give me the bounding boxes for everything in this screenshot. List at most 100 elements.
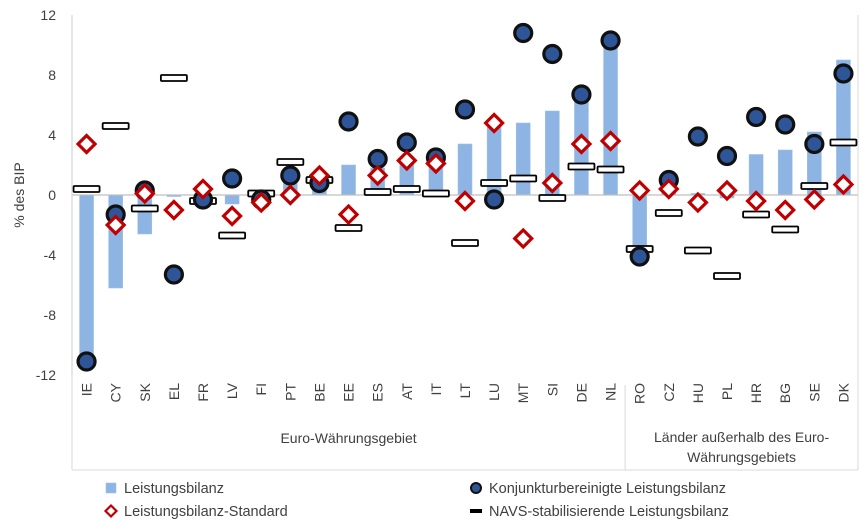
navs-marker-lv [218,231,247,240]
navs-marker-at [392,185,421,193]
x-tick-hu: HU [690,383,706,403]
y-tick-label: 8 [48,67,56,83]
cyclical-marker-pl [716,145,738,167]
navs-marker-es [363,188,392,196]
cyclical-marker-de [571,84,592,105]
norm-marker-be [308,164,331,187]
cyclical-marker-at [396,132,417,153]
x-tick-ee: EE [341,383,357,402]
navs-marker-mt [509,174,538,183]
x-tick-se: SE [806,383,822,402]
cyclical-marker-ro [629,246,650,267]
navs-marker-se [800,182,829,190]
bar-hr [748,154,764,196]
x-tick-lt: LT [457,383,473,399]
cyclical-marker-nl [600,30,621,51]
norm-marker-sk [134,182,156,205]
bar-mt [515,122,531,196]
norm-marker-lu [483,112,505,134]
norm-marker-dk [832,173,855,196]
navs-marker-de [567,162,596,171]
cyclical-marker-se [804,133,825,155]
y-tick-label: 4 [48,127,56,143]
navs-marker-cy [101,122,130,130]
navs-marker-pt [276,158,305,166]
x-tick-ro: RO [632,383,648,404]
group-label-2-line-2: Währungsgebiets [687,449,796,465]
norm-marker-lt [454,190,476,212]
legend-label-cyclically-adjusted: Konjunkturbereinigte Leistungsbilanz [489,481,726,497]
legend-bar-swatch [105,482,117,494]
x-tick-nl: NL [603,383,619,401]
x-tick-lu: LU [486,383,502,401]
x-tick-pl: PL [719,383,735,400]
x-tick-mt: MT [515,383,531,404]
norm-marker-hu [687,191,709,214]
navs-marker-cz [654,209,683,217]
navs-marker-si [538,194,567,202]
bar-bg [777,149,793,196]
y-axis-ticks: 12 8 4 0 -4 -8 -12 [36,7,56,383]
navs-marker-lt [451,239,479,247]
legend-diamond-swatch [103,503,119,519]
cyclical-marker-mt [513,22,534,44]
norm-marker-at [396,149,418,172]
group-label-2-line-1: Länder außerhalb des Euro- [654,429,829,445]
x-tick-cy: CY [108,382,124,402]
cyclical-marker-hu [687,126,708,147]
x-tick-bg: BG [777,383,793,403]
cyclical-marker-dk [833,63,854,84]
x-tick-fi: FI [253,383,269,395]
cyclical-marker-lt [454,99,476,120]
cyclical-marker-el [163,264,184,285]
norm-marker-fr [192,178,214,200]
x-tick-el: EL [166,383,182,400]
navs-markers [72,74,858,280]
x-tick-dk: DK [835,382,851,402]
norm-marker-cy [104,214,127,236]
norm-marker-it [425,152,447,175]
y-tick-label: -4 [44,247,57,263]
navs-marker-ee [334,224,363,232]
norm-marker-nl [599,130,622,152]
bar-lv [224,194,240,205]
x-tick-fr: FR [195,383,211,402]
norm-marker-lv [221,205,243,227]
x-tick-pt: PT [282,383,298,401]
norm-marker-es [366,164,389,187]
norm-marker-pl [716,179,738,202]
x-tick-ie: IE [79,383,95,396]
norm-marker-bg [774,199,796,221]
legend-circle-swatch [470,482,482,494]
norm-marker-ee [337,203,360,226]
norm-marker-fi [250,191,272,214]
norm-marker-hr [745,190,767,212]
x-tick-it: IT [428,383,444,396]
y-tick-label: 0 [48,187,56,203]
navs-marker-el [159,74,188,82]
x-tick-si: SI [544,383,560,396]
y-tick-label: 12 [40,7,56,23]
norm-marker-ie [75,133,98,155]
x-axis-ticks: IE CY SK EL FR LV FI PT BE EE ES AT IT LT LU MT SI DE NL RO… [79,382,852,404]
group-label-1: Euro-Währungsgebiet [280,430,416,446]
norm-marker-si [541,172,564,194]
legend: Leistungsbilanz Konjunkturbereinigte Leis… [103,481,729,520]
navs-marker-lu [480,179,509,187]
cyclical-marker-si [542,43,563,65]
navs-marker-pl [713,272,741,280]
legend-label-navs: NAVS-stabilisierende Leistungsbilanz [489,504,729,520]
navs-marker-hu [683,246,712,255]
navs-marker-it [421,189,450,198]
x-tick-de: DE [573,383,589,402]
x-tick-lv: LV [224,382,240,399]
navs-marker-sk [130,204,159,213]
norm-markers [75,112,855,250]
x-tick-es: ES [370,383,386,402]
navs-marker-ie [72,185,101,193]
legend-dash-swatch [470,509,482,513]
cyclical-marker-bg [775,114,796,135]
norm-marker-se [803,188,826,211]
cyclical-marker-pt [280,165,301,186]
cyclical-marker-lv [222,168,243,189]
